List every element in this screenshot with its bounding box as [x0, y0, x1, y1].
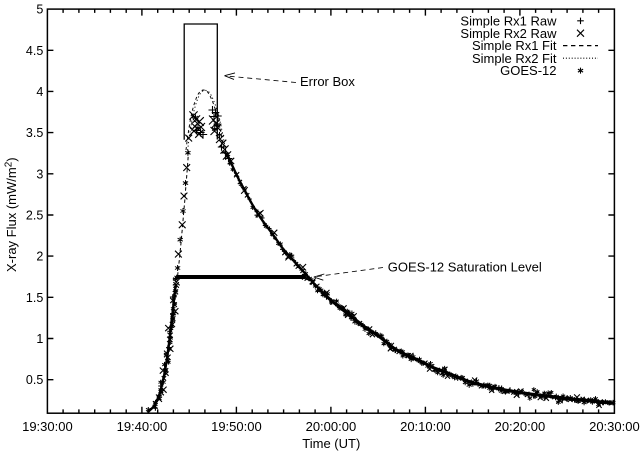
svg-text:5: 5 — [36, 3, 43, 17]
svg-text:19:30:00: 19:30:00 — [22, 419, 73, 434]
svg-text:Error Box: Error Box — [300, 74, 355, 89]
svg-text:19:50:00: 19:50:00 — [211, 419, 262, 434]
svg-text:20:00:00: 20:00:00 — [306, 419, 357, 434]
svg-text:3: 3 — [36, 167, 43, 181]
svg-text:Simple Rx1 Raw: Simple Rx1 Raw — [460, 13, 557, 28]
svg-text:20:10:00: 20:10:00 — [400, 419, 451, 434]
svg-text:GOES-12 Saturation Level: GOES-12 Saturation Level — [388, 260, 542, 275]
svg-text:20:20:00: 20:20:00 — [495, 419, 546, 434]
svg-text:2.5: 2.5 — [26, 209, 43, 223]
svg-text:4: 4 — [36, 85, 43, 99]
svg-text:2: 2 — [36, 250, 43, 264]
svg-text:4.5: 4.5 — [26, 44, 43, 58]
svg-text:1: 1 — [36, 332, 43, 346]
svg-text:Time (UT): Time (UT) — [302, 436, 360, 451]
svg-text:GOES-12: GOES-12 — [500, 63, 556, 78]
svg-text:1.5: 1.5 — [26, 291, 43, 305]
svg-text:3.5: 3.5 — [26, 126, 43, 140]
svg-text:X-ray Flux (mW/m2): X-ray Flux (mW/m2) — [4, 157, 20, 272]
svg-text:19:40:00: 19:40:00 — [117, 419, 168, 434]
svg-text:20:30:00: 20:30:00 — [589, 419, 640, 434]
svg-text:Simple Rx2 Fit: Simple Rx2 Fit — [472, 51, 557, 66]
svg-text:Simple Rx2 Raw: Simple Rx2 Raw — [460, 26, 557, 41]
svg-text:Simple Rx1 Fit: Simple Rx1 Fit — [472, 38, 557, 53]
svg-text:0.5: 0.5 — [26, 373, 43, 387]
